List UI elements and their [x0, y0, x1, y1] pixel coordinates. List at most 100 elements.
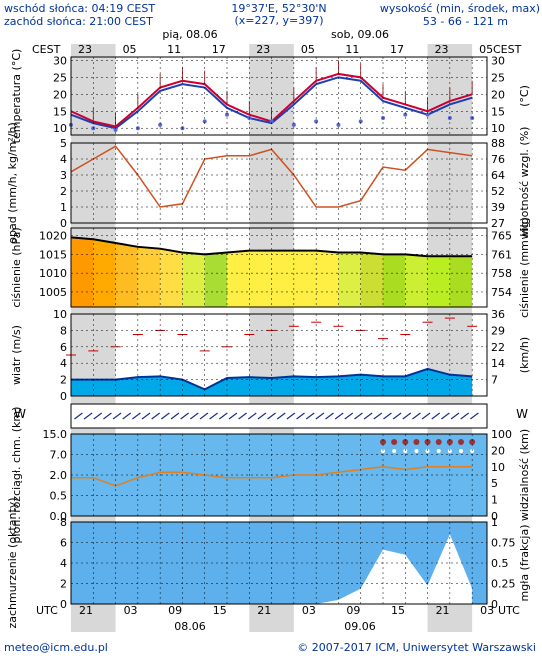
wind-barb — [470, 412, 479, 420]
visibility-ytick-right: 20 — [491, 444, 505, 457]
wind-barb — [122, 412, 132, 420]
wind-barb — [296, 412, 305, 420]
wind-barb — [286, 412, 296, 420]
wind-barb — [180, 412, 190, 420]
temperature-point — [291, 122, 296, 127]
visibility-frame — [70, 433, 488, 517]
pressure-ylabel-right: ciśnienie (mm Hg) — [518, 217, 531, 318]
cloud-ytick: 8 — [60, 516, 67, 529]
pressure-area — [115, 243, 138, 307]
cloud-marker-light — [414, 449, 419, 453]
wind-barb — [74, 412, 83, 420]
pressure-area — [271, 250, 294, 307]
cloud-marker — [469, 439, 476, 445]
elevation-values: 53 - 66 - 121 m — [423, 15, 508, 28]
wind-barb — [450, 412, 460, 420]
temperature-point — [158, 122, 163, 127]
temperature-point — [336, 122, 341, 127]
footer-email[interactable]: meteo@icm.edu.pl — [4, 641, 108, 654]
wind-barb — [247, 412, 257, 420]
wind-barb — [412, 412, 421, 420]
bottom-hour-label: 15 — [391, 604, 405, 617]
pressure-ytick-right: 754 — [491, 286, 512, 299]
visibility-ytick: 15.0 — [43, 428, 68, 441]
temperature-ytick-right: 25 — [491, 71, 505, 84]
precip-ytick-right: 27 — [491, 217, 505, 230]
top-hour-label: 05 — [301, 43, 315, 56]
wind-barb — [257, 412, 267, 420]
wind-barb — [218, 412, 228, 420]
wind-barb — [209, 412, 218, 420]
wind-barb — [383, 412, 392, 420]
pressure-area — [360, 252, 383, 307]
wind-ytick-right: 29 — [491, 324, 505, 337]
pressure-ytick-right: 765 — [491, 230, 512, 243]
wind-barb — [141, 412, 151, 420]
cloud-marker — [391, 439, 398, 445]
pressure-area — [427, 256, 450, 307]
bottom-hour-label: 03 — [124, 604, 138, 617]
wind-ytick: 2 — [60, 374, 67, 387]
wind-barb — [373, 412, 383, 420]
bottom-date-label: 09.06 — [344, 620, 376, 633]
pressure-area — [249, 250, 272, 307]
visibility-ytick-right: 100 — [491, 428, 512, 441]
precip-ytick: 3 — [60, 169, 67, 182]
wind-barb — [83, 412, 93, 420]
precip-ytick-right: 64 — [491, 169, 505, 182]
pressure-ytick: 1005 — [39, 286, 67, 299]
tz-top-right: CEST — [493, 43, 522, 56]
sunset-text: zachód słońca: 21:00 CEST — [4, 15, 153, 28]
precip-frame — [70, 142, 488, 224]
top-hour-label: 17 — [390, 43, 404, 56]
wind-barb — [441, 412, 450, 420]
wind-barb — [325, 412, 334, 420]
wind-dir-frame — [70, 403, 488, 429]
cloud-marker-light — [436, 449, 441, 453]
compass-w-left: W — [14, 407, 26, 421]
visibility-ytick-right: 10 — [491, 461, 505, 474]
tz-bottom-right: UTC — [498, 604, 520, 617]
visibility-ytick-right: 0 — [491, 510, 498, 523]
bottom-hour-label: 03 — [480, 604, 494, 617]
compass-w-right: W — [516, 407, 528, 421]
temperature-ytick: 25 — [53, 71, 67, 84]
temperature-point — [202, 119, 207, 124]
top-hour-label: 05 — [479, 43, 493, 56]
temperature-ytick-right: 10 — [491, 122, 505, 135]
wind-barb — [199, 412, 209, 420]
visibility-ytick-right: 1 — [491, 494, 498, 507]
wind-barb — [112, 412, 122, 420]
coords-text: 19°37'E, 52°30'N — [231, 2, 326, 15]
precip-ytick-right: 52 — [491, 185, 505, 198]
cloud-marker — [380, 439, 386, 445]
top-hour-label: 23 — [78, 43, 92, 56]
humidity-ylabel-right: wilgotność wzgl. (%) — [518, 127, 531, 240]
pressure-area — [160, 248, 183, 307]
cloud-marker — [413, 439, 420, 445]
top-hour-label: 17 — [212, 43, 226, 56]
precip-ytick: 0 — [60, 217, 67, 230]
wind-ytick-right: 36 — [491, 308, 505, 321]
bottom-hour-label: 03 — [302, 604, 316, 617]
cloud-ytick-right: 1 — [491, 516, 498, 529]
pressure-area — [204, 252, 227, 307]
temperature-ytick-right: 15 — [491, 105, 505, 118]
cloud-frame — [70, 521, 488, 605]
temperature-point — [425, 112, 430, 117]
pressure-area — [338, 252, 361, 307]
wind-ytick: 6 — [60, 341, 67, 354]
visibility-ytick: 2.0 — [50, 469, 68, 482]
pressure-ytick: 1020 — [39, 230, 67, 243]
bottom-hour-label: 21 — [257, 604, 271, 617]
day1-label: pią, 08.06 — [162, 28, 217, 41]
visibility-ytick-right: 5 — [491, 477, 498, 490]
cloud-marker-light — [392, 449, 397, 453]
wind-barb — [315, 412, 325, 420]
precip-ytick: 5 — [60, 137, 67, 150]
wind-barb — [334, 412, 344, 420]
temperature-point — [225, 112, 229, 117]
temperature-ylabel: temperatura (°C) — [10, 49, 23, 144]
precip-ylabel: opad (mm/h, kg/m²/h) — [6, 122, 19, 243]
wind-barb — [267, 412, 276, 420]
